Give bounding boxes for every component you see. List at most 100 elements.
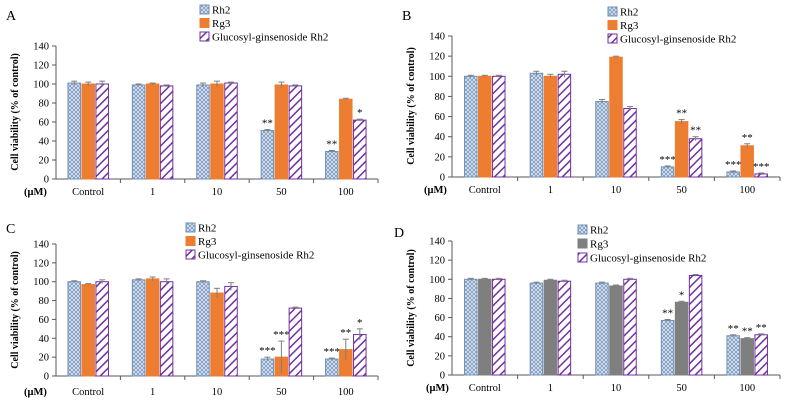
bar-rg3: [478, 75, 492, 178]
x-category-label: 50: [676, 185, 687, 196]
legend-swatch-glucosyl: [577, 252, 588, 263]
y-tick-label: 40: [435, 132, 446, 143]
bar-rg3: [674, 301, 689, 376]
y-axis-title: Cell viability (% of control): [406, 249, 417, 367]
bar-rh2: [196, 84, 210, 180]
x-category-label: 10: [611, 185, 622, 196]
significance-marker: **: [340, 327, 351, 339]
legend-label: Rg3: [590, 239, 609, 251]
significance-marker: **: [326, 139, 337, 151]
y-tick-label: 0: [44, 372, 49, 383]
y-tick-label: 80: [435, 92, 446, 103]
x-category-label: 10: [611, 383, 622, 394]
legend-swatch-glucosyl: [199, 31, 210, 42]
bar-rh2: [260, 130, 275, 180]
significance-marker: *: [679, 289, 685, 301]
significance-marker: ***: [273, 329, 290, 341]
bar-rg3: [210, 292, 224, 377]
significance-marker: **: [742, 132, 753, 144]
y-tick-label: 60: [435, 313, 446, 324]
x-category-label: 100: [338, 187, 354, 198]
x-category-label: Control: [72, 387, 104, 398]
y-tick-label: 140: [429, 32, 445, 43]
bar-glucosyl: [288, 85, 303, 180]
bar-rg3: [740, 145, 754, 178]
legend-label: Glucosyl-ginsenoside Rh2: [590, 253, 706, 265]
legend-label: Rh2: [620, 7, 638, 19]
bar-rh2: [464, 278, 478, 376]
panel-label: C: [6, 222, 15, 237]
y-tick-label: 40: [39, 137, 50, 148]
bar-rg3: [674, 121, 689, 178]
y-tick-label: 120: [33, 61, 49, 72]
legend-swatch-rh2: [185, 222, 196, 233]
y-tick-label: 140: [33, 42, 49, 53]
significance-marker: **: [662, 307, 673, 319]
legend-swatch-rh2: [607, 6, 618, 17]
x-category-label: 50: [276, 387, 287, 398]
panel-label: A: [6, 9, 17, 24]
y-tick-label: 60: [39, 315, 50, 326]
significance-marker: **: [742, 326, 753, 338]
y-tick-label: 40: [435, 332, 446, 343]
bar-rg3: [145, 83, 160, 180]
x-unit-label: (μM): [424, 185, 447, 196]
bar-glucosyl: [159, 281, 174, 377]
bar-rg3: [274, 84, 289, 180]
legend-label: Rg3: [198, 236, 217, 248]
y-axis-title: Cell viability (% of control): [10, 53, 21, 171]
significance-marker: **: [262, 118, 273, 130]
significance-marker: ***: [753, 161, 770, 173]
bar-rh2: [595, 282, 609, 376]
bar-rg3: [740, 338, 754, 376]
bar-rh2: [464, 75, 478, 178]
legend-label: Rg3: [212, 18, 231, 30]
significance-marker: *: [357, 317, 363, 329]
bar-glucosyl: [688, 138, 703, 178]
significance-marker: **: [690, 125, 701, 137]
x-category-label: 1: [548, 185, 553, 196]
x-category-label: Control: [469, 185, 501, 196]
y-tick-label: 20: [435, 351, 446, 362]
bar-rg3: [543, 279, 558, 376]
bar-glucosyl: [224, 82, 238, 180]
bar-rh2: [325, 358, 339, 377]
bar-rh2: [529, 72, 544, 178]
y-tick-label: 80: [39, 296, 50, 307]
y-tick-label: 100: [33, 80, 49, 91]
x-category-label: 50: [676, 383, 687, 394]
chart-panel-d: D 0 20 40 60 80 100 120 140 Cell viability (% of …: [394, 224, 781, 394]
legend-label: Rg3: [620, 20, 639, 32]
y-tick-label: 140: [429, 237, 445, 248]
y-tick-label: 120: [33, 258, 49, 269]
significance-marker: **: [728, 323, 739, 335]
bar-rg3: [81, 284, 95, 377]
bar-glucosyl: [353, 334, 367, 377]
legend-label: Glucosyl-ginsenoside Rh2: [620, 34, 736, 46]
bar-rh2: [325, 150, 339, 180]
bar-glucosyl: [159, 85, 174, 180]
x-category-label: Control: [469, 383, 501, 394]
significance-marker: ***: [725, 159, 742, 171]
y-tick-label: 20: [435, 152, 446, 163]
y-axis-title: Cell viability (% of control): [406, 47, 417, 165]
y-tick-label: 60: [435, 112, 446, 123]
panel-label: B: [402, 9, 411, 24]
chart-panel-b: B 0 20 40 60 80 100 120 140 Cell viability (% of …: [402, 6, 781, 196]
legend-swatch-rg3: [199, 18, 210, 28]
bar-glucosyl: [95, 281, 109, 377]
bar-rg3: [210, 83, 224, 180]
bar-rg3: [339, 98, 353, 180]
x-category-label: 1: [150, 187, 155, 198]
legend-label: Rh2: [212, 5, 230, 17]
legend-label: Rh2: [590, 225, 608, 237]
bar-glucosyl: [492, 278, 506, 376]
bar-glucosyl: [557, 280, 572, 376]
legend-label: Rh2: [198, 223, 216, 235]
bar-rh2: [196, 281, 210, 377]
bar-glucosyl: [688, 274, 703, 376]
bar-rh2: [67, 82, 81, 180]
x-category-label: 1: [548, 383, 553, 394]
x-category-label: 10: [212, 387, 223, 398]
legend-swatch-rg3: [607, 20, 618, 30]
